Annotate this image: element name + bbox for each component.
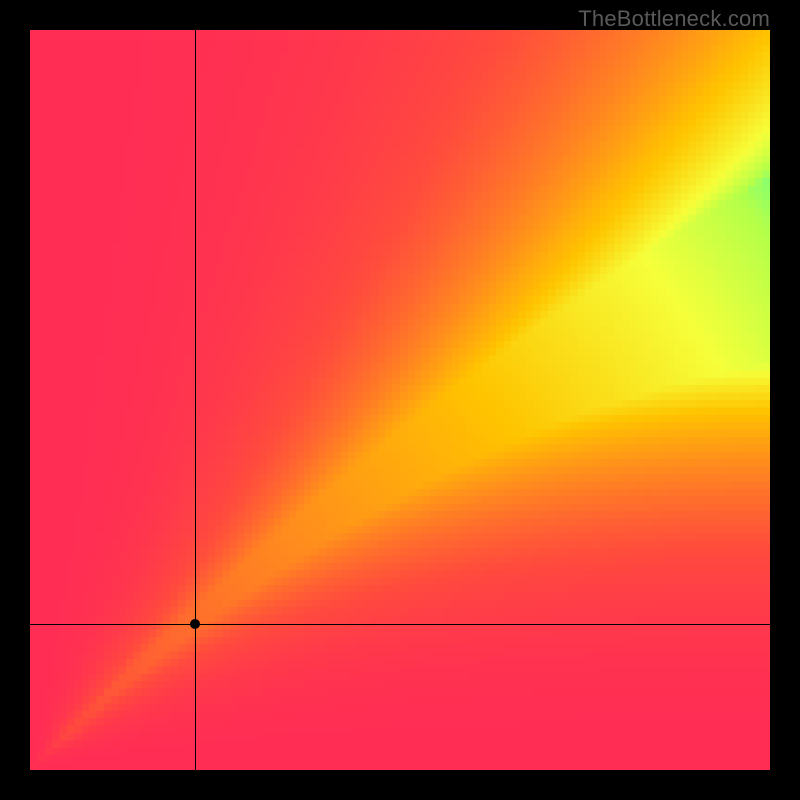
selection-marker bbox=[190, 619, 200, 629]
heatmap-plot bbox=[30, 30, 770, 770]
figure-frame: TheBottleneck.com bbox=[0, 0, 800, 800]
crosshair-horizontal bbox=[30, 624, 770, 625]
crosshair-vertical bbox=[195, 30, 196, 770]
heatmap-canvas bbox=[30, 30, 770, 770]
watermark-text: TheBottleneck.com bbox=[578, 6, 770, 32]
